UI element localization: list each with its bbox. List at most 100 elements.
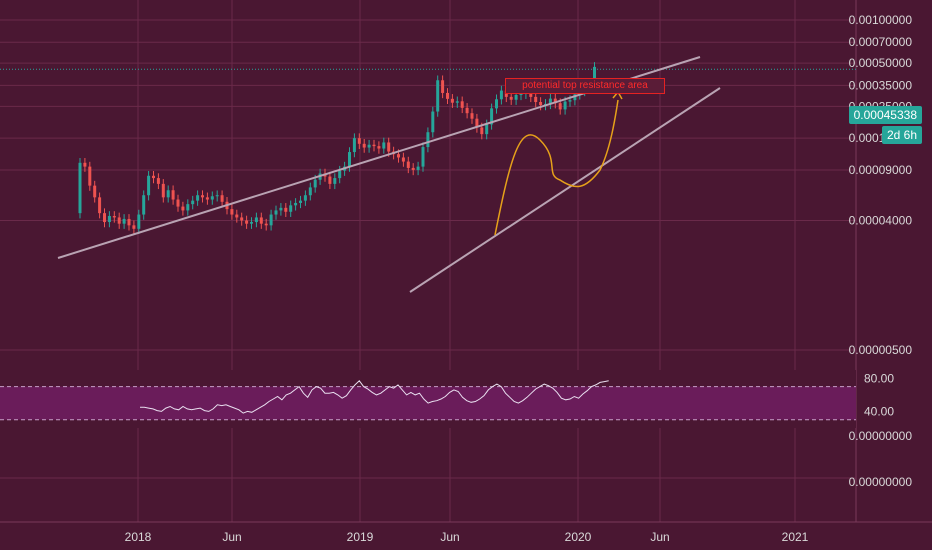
candle-body [201,195,204,198]
candle-body [289,205,293,212]
candle-body [539,102,543,106]
candle-body [558,103,562,110]
candle-body [480,127,484,135]
candle-body [245,220,249,224]
y-tick-label: 0.00035000 [849,78,913,92]
candle-body [176,199,180,207]
candle-body [98,197,102,214]
candle-body [431,111,435,133]
candle-body [352,138,356,153]
candle-body [406,161,410,168]
candle-body [338,170,342,179]
candle-body [107,215,111,223]
last-price-tag: 0.00045338 [848,106,922,124]
rsi-y-tick-label: 80.00 [864,371,894,385]
candle-body [88,166,92,186]
candle-body [152,175,155,179]
candle-body [362,143,366,148]
candle-body [299,200,302,203]
candle-body [147,175,151,196]
candle-body [166,190,170,198]
x-tick-label: 2020 [565,530,592,544]
candle-body [210,196,214,200]
candle-body [328,176,332,184]
cup-and-handle-curve [494,99,619,236]
x-tick-label: 2019 [347,530,374,544]
wedge-lower-trendline [409,87,721,293]
candle-body [230,209,234,215]
candle-body [137,214,141,229]
countdown-tag: 2d 6h [881,126,922,144]
candle-body [196,195,200,201]
x-tick-label: Jun [650,530,669,544]
candle-body [127,218,131,226]
candle-body [475,118,479,128]
candle-body [181,206,185,211]
lower-tick-label: 0.00000000 [849,429,913,443]
candle-body [279,207,283,211]
candle-body [186,204,190,211]
candle-body [250,222,253,224]
candle-body [509,96,513,100]
candle-body [122,218,126,224]
x-tick-label: 2021 [782,530,809,544]
candle-body [490,108,494,125]
candle-body [264,223,268,226]
candle-body [294,202,298,206]
candle-body [83,162,87,167]
candle-body [215,195,219,197]
y-tick-label: 0.00100000 [849,13,913,27]
candle-body [563,101,567,110]
candle-body [514,94,518,100]
candle-body [205,197,209,200]
candle-body [499,90,503,100]
candle-body [78,162,82,214]
candle-body [382,142,386,149]
candle-body [455,101,459,103]
candle-body [103,213,106,223]
candle-body [357,138,361,144]
candle-body [93,185,97,198]
price-panel [0,0,856,360]
candle-body [254,217,258,223]
candle-body [313,179,317,188]
candle-body [401,157,405,162]
y-tick-label: 0.00070000 [849,35,913,49]
candle-body [240,217,244,221]
candle-body [470,113,474,119]
candle-body [259,217,263,224]
candle-body [112,215,116,218]
candle-body [377,146,381,149]
candle-body [191,200,195,205]
candle-body [171,190,175,200]
rsi-y-tick-label: 40.00 [864,404,894,418]
candle-body [450,98,454,103]
y-tick-label: 0.00050000 [849,56,913,70]
candle-body [132,225,136,229]
y-tick-label: 0.00000500 [849,343,913,357]
candle-body [367,144,371,148]
candle-body [284,207,288,212]
lower-tick-label: 0.00000000 [849,475,913,489]
candle-body [235,214,239,218]
x-tick-label: Jun [222,530,241,544]
candle-body [593,66,596,84]
candle-body [372,144,376,147]
candle-body [303,195,307,201]
candle-body [416,166,420,170]
candle-body [548,98,552,104]
candle-body [441,80,445,93]
candle-body [465,107,469,114]
candle-body [348,152,351,167]
candle-body [269,214,273,226]
rsi-line [140,380,609,414]
candle-body [333,178,337,184]
y-tick-label: 0.00004000 [849,213,913,227]
y-tick-label: 0.00009000 [849,163,913,177]
x-tick-label: 2018 [125,530,152,544]
candle-body [387,142,391,152]
candle-body [495,99,498,109]
candle-body [142,195,146,215]
annotation-label: potential top resistance area [505,78,665,94]
